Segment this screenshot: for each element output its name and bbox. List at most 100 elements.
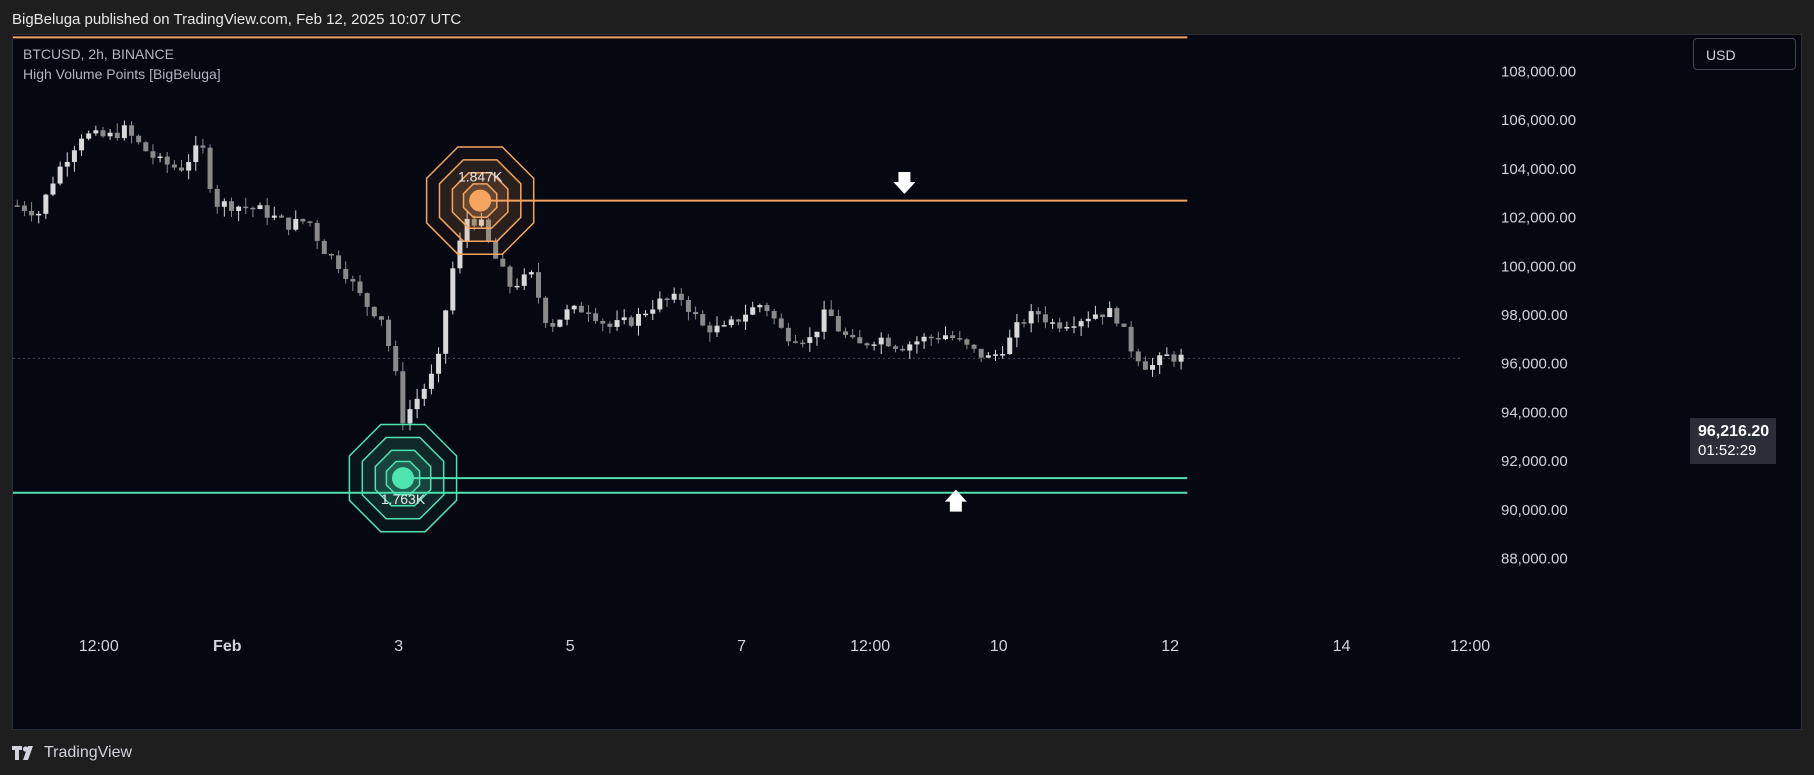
x-tick-label: 5 — [566, 638, 575, 655]
chart-panel[interactable]: 1.847K 1.763K 108,000.00 106,000.00 104,000… — [12, 34, 1802, 730]
candle-body — [885, 337, 891, 347]
candle-body — [728, 319, 734, 326]
x-tick-label: 12:00 — [850, 638, 890, 655]
candle-body — [550, 323, 556, 327]
candle-body — [393, 345, 399, 372]
candle-body — [79, 138, 85, 151]
candle-body — [207, 147, 213, 189]
candle-body — [50, 183, 56, 195]
y-tick-label: 96,000.00 — [1501, 356, 1568, 373]
candle-body — [1021, 322, 1027, 324]
candle-body — [1071, 326, 1077, 328]
y-tick-label: 102,000.00 — [1501, 210, 1576, 227]
candle-body — [914, 341, 920, 345]
candle-body — [443, 310, 449, 354]
candle-body — [136, 135, 142, 143]
candle-body — [678, 293, 684, 301]
candle-body — [935, 337, 941, 340]
candle-body — [114, 132, 120, 139]
candle-body — [321, 240, 327, 255]
candle-body — [600, 321, 606, 324]
candle-body — [864, 343, 870, 346]
candle-body — [1064, 326, 1070, 329]
candle-body — [350, 279, 356, 282]
publication-header: BigBeluga published on TradingView.com, … — [12, 11, 462, 28]
y-tick-label: 92,000.00 — [1501, 453, 1568, 470]
candle-body — [1178, 354, 1184, 362]
candle-body — [1035, 311, 1041, 315]
candle-body — [607, 323, 613, 327]
symbol-legend[interactable]: BTCUSD, 2h, BINANCE — [23, 46, 174, 62]
candle-body — [528, 272, 534, 275]
candle-body — [450, 268, 456, 311]
candle-body — [371, 306, 377, 317]
candle-body — [578, 305, 584, 313]
candle-body — [807, 337, 813, 343]
candle-body — [86, 133, 92, 139]
candle-body — [1057, 322, 1063, 329]
candle-body — [693, 311, 699, 315]
candle-body — [221, 201, 227, 207]
candle-body — [1014, 322, 1020, 338]
candle-body — [793, 341, 799, 343]
candle-body — [735, 319, 741, 322]
y-tick-label: 108,000.00 — [1501, 64, 1576, 81]
candle-body — [850, 335, 856, 338]
indicator-legend[interactable]: High Volume Points [BigBeluga] — [23, 66, 221, 82]
candle-body — [421, 388, 427, 399]
candle-body — [293, 218, 299, 230]
x-tick-label: Feb — [213, 638, 242, 655]
candle-body — [721, 325, 727, 327]
y-tick-label: 94,000.00 — [1501, 404, 1568, 421]
candle-body — [857, 337, 863, 344]
candle-body — [1050, 322, 1056, 324]
candle-body — [821, 309, 827, 332]
candle-body — [1042, 314, 1048, 323]
candle-body — [29, 210, 35, 216]
candle-body — [778, 318, 784, 328]
tradingview-logo[interactable]: TradingView — [12, 744, 132, 762]
candle-body — [828, 309, 834, 317]
y-tick-label: 104,000.00 — [1501, 161, 1576, 178]
candle-body — [14, 205, 20, 207]
candle-body — [1142, 361, 1148, 370]
candle-body — [357, 281, 363, 294]
candle-body — [557, 319, 563, 327]
candle-body — [543, 297, 549, 324]
candle-body — [121, 125, 127, 139]
candle-body — [521, 274, 527, 286]
candle-body — [800, 342, 806, 345]
candle-body — [893, 346, 899, 349]
volume-label: 1.763K — [381, 491, 426, 507]
candle-body — [1007, 337, 1013, 355]
candle-body — [378, 316, 384, 320]
currency-button[interactable]: USD — [1693, 38, 1796, 70]
candle-body — [171, 164, 177, 168]
candle-body — [179, 167, 185, 171]
candle-body — [500, 258, 506, 267]
candle-body — [814, 331, 820, 338]
footer-bar: TradingView — [0, 734, 1814, 775]
candle-body — [1107, 308, 1113, 318]
candle-body — [536, 272, 542, 298]
x-tick-label: 7 — [737, 638, 746, 655]
candle-body — [921, 336, 927, 342]
candle-body — [992, 354, 998, 356]
candle-body — [129, 125, 135, 136]
x-tick-label: 10 — [990, 638, 1008, 655]
candle-body — [214, 188, 220, 207]
y-tick-label: 90,000.00 — [1501, 502, 1568, 519]
candle-body — [878, 337, 884, 345]
candle-body — [685, 300, 691, 312]
arrow-down-icon — [893, 171, 916, 194]
candlestick-chart[interactable]: 1.847K 1.763K 108,000.00 106,000.00 104,000… — [13, 35, 1801, 729]
candle-body — [750, 307, 756, 315]
arrow-up-icon — [944, 489, 967, 512]
candle-body — [764, 305, 770, 312]
y-tick-label: 100,000.00 — [1501, 258, 1576, 275]
candle-body — [907, 344, 913, 351]
candle-body — [36, 213, 42, 216]
candle-body — [1164, 354, 1170, 356]
candle-body — [100, 130, 106, 137]
candle-body — [514, 285, 520, 288]
